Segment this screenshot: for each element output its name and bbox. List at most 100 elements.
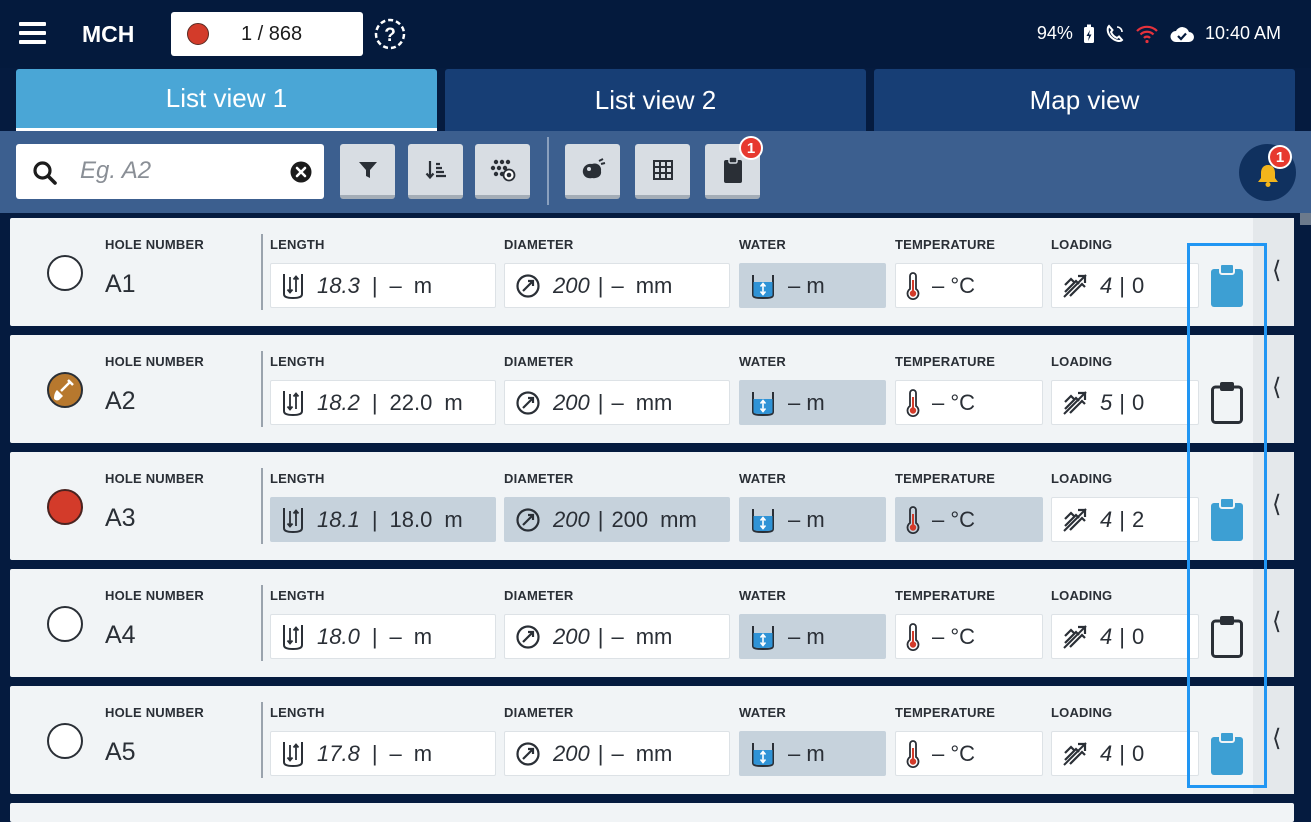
water-label: WATER	[739, 705, 786, 720]
water-field[interactable]: – m	[739, 380, 886, 425]
length-field[interactable]: 18.3 | – m	[270, 263, 496, 308]
notifications-button[interactable]	[1239, 144, 1296, 201]
diameter-field[interactable]: 200 | 200 mm	[504, 497, 730, 542]
length-planned: 18.0	[317, 623, 360, 649]
row-expand-handle[interactable]	[1253, 218, 1294, 326]
diameter-icon	[516, 273, 540, 298]
temperature-field[interactable]: – °C	[895, 731, 1043, 776]
temperature-field[interactable]: – °C	[895, 380, 1043, 425]
row-clipboard-button[interactable]	[1209, 262, 1245, 313]
hole-status-icon[interactable]	[47, 723, 83, 759]
menu-icon[interactable]	[19, 22, 46, 46]
row-clipboard-button[interactable]	[1209, 730, 1245, 781]
rock-icon	[582, 157, 605, 178]
diameter-divider: |	[597, 740, 604, 766]
table-row[interactable]: HOLE NUMBER A4 LENGTH 18.0 | – m DIAMETE…	[10, 569, 1294, 677]
row-expand-handle[interactable]	[1253, 335, 1294, 443]
chevron-left-icon[interactable]: ⟨	[1272, 374, 1282, 401]
loading-field[interactable]: 4 | 0	[1051, 731, 1199, 776]
temperature-field[interactable]: – °C	[895, 614, 1043, 659]
hole-status-icon[interactable]	[47, 372, 83, 408]
loading-divider: |	[1119, 272, 1125, 298]
thermometer-icon	[906, 271, 920, 300]
chevron-left-icon[interactable]: ⟨	[1272, 257, 1282, 284]
diameter-divider: |	[597, 272, 604, 298]
length-unit: m	[444, 506, 463, 532]
diameter-unit: mm	[635, 389, 673, 415]
loading-icon	[1063, 624, 1087, 649]
table-row[interactable]: HOLE NUMBER A1 LENGTH 18.3 | – m DIAMETE…	[10, 218, 1294, 326]
tab-map-view[interactable]: Map view	[874, 69, 1295, 131]
sort-button[interactable]	[408, 144, 463, 199]
hole-number-label: HOLE NUMBER	[105, 354, 204, 369]
loading-field[interactable]: 5 | 0	[1051, 380, 1199, 425]
length-actual: –	[389, 623, 402, 649]
hole-status-red-icon[interactable]	[47, 489, 83, 525]
loading-a: 4	[1100, 272, 1113, 298]
loading-field[interactable]: 4 | 2	[1051, 497, 1199, 542]
water-field[interactable]: – m	[739, 263, 886, 308]
loading-a: 4	[1100, 623, 1113, 649]
water-field[interactable]: – m	[739, 731, 886, 776]
hole-number-label: HOLE NUMBER	[105, 471, 204, 486]
diameter-field[interactable]: 200 | – mm	[504, 263, 730, 308]
filter-button[interactable]	[340, 144, 395, 199]
help-icon[interactable]: ?	[373, 17, 407, 56]
tab-list-view-2[interactable]: List view 2	[445, 69, 866, 131]
length-planned: 18.3	[317, 272, 360, 298]
loading-b: 0	[1131, 740, 1145, 766]
water-field[interactable]: – m	[739, 497, 886, 542]
hole-status-icon[interactable]	[47, 606, 83, 642]
chevron-left-icon[interactable]: ⟨	[1272, 491, 1282, 518]
length-actual: –	[389, 740, 402, 766]
hole-counter[interactable]: 1 / 868	[171, 12, 363, 56]
chevron-left-icon[interactable]: ⟨	[1272, 725, 1282, 752]
loading-field[interactable]: 4 | 0	[1051, 263, 1199, 308]
length-unit: m	[413, 623, 433, 649]
diameter-field[interactable]: 200 | – mm	[504, 380, 730, 425]
depth-icon	[283, 624, 303, 650]
row-clipboard-button[interactable]	[1209, 496, 1245, 547]
length-divider: |	[371, 740, 378, 766]
battery-charging-icon	[1083, 24, 1094, 43]
hole-status-icon[interactable]	[47, 255, 83, 291]
length-field[interactable]: 17.8 | – m	[270, 731, 496, 776]
water-field[interactable]: – m	[739, 614, 886, 659]
diameter-field[interactable]: 200 | – mm	[504, 614, 730, 659]
length-field[interactable]: 18.2 | 22.0 m	[270, 380, 496, 425]
diameter-planned: 200	[553, 506, 590, 532]
table-row[interactable]: HOLE NUMBER A3 LENGTH 18.1 | 18.0 m DIAM…	[10, 452, 1294, 560]
scrollbar[interactable]	[1300, 213, 1311, 225]
length-field[interactable]: 18.1 | 18.0 m	[270, 497, 496, 542]
grid-button[interactable]	[635, 144, 690, 199]
length-unit: m	[413, 272, 433, 298]
loading-b: 0	[1131, 623, 1145, 649]
temperature-label: TEMPERATURE	[895, 588, 996, 603]
diameter-field[interactable]: 200 | – mm	[504, 731, 730, 776]
clear-search-icon[interactable]	[290, 161, 312, 183]
temperature-field[interactable]: – °C	[895, 263, 1043, 308]
row-clipboard-button[interactable]	[1209, 613, 1245, 664]
temperature-label: TEMPERATURE	[895, 471, 996, 486]
row-clipboard-button[interactable]	[1209, 379, 1245, 430]
loading-field[interactable]: 4 | 0	[1051, 614, 1199, 659]
depth-icon	[283, 390, 303, 416]
chevron-left-icon[interactable]: ⟨	[1272, 608, 1282, 635]
temperature-field[interactable]: – °C	[895, 497, 1043, 542]
table-row-partial[interactable]	[10, 803, 1294, 822]
clipboard-icon	[723, 155, 742, 183]
search-input[interactable]	[78, 155, 278, 187]
counter-text: 1 / 868	[241, 23, 303, 45]
tab-list-view-1[interactable]: List view 1	[16, 69, 437, 131]
table-row[interactable]: HOLE NUMBER A2 LENGTH 18.2 | 22.0 m DIAM…	[10, 335, 1294, 443]
clipboard-button[interactable]	[705, 144, 760, 199]
table-row[interactable]: HOLE NUMBER A5 LENGTH 17.8 | – m DIAMETE…	[10, 686, 1294, 794]
pattern-button[interactable]	[475, 144, 530, 199]
row-expand-handle[interactable]	[1253, 686, 1294, 794]
diameter-actual: 200	[611, 506, 649, 532]
row-expand-handle[interactable]	[1253, 569, 1294, 677]
rock-button[interactable]	[565, 144, 620, 199]
row-expand-handle[interactable]	[1253, 452, 1294, 560]
diameter-icon	[516, 624, 540, 649]
length-field[interactable]: 18.0 | – m	[270, 614, 496, 659]
